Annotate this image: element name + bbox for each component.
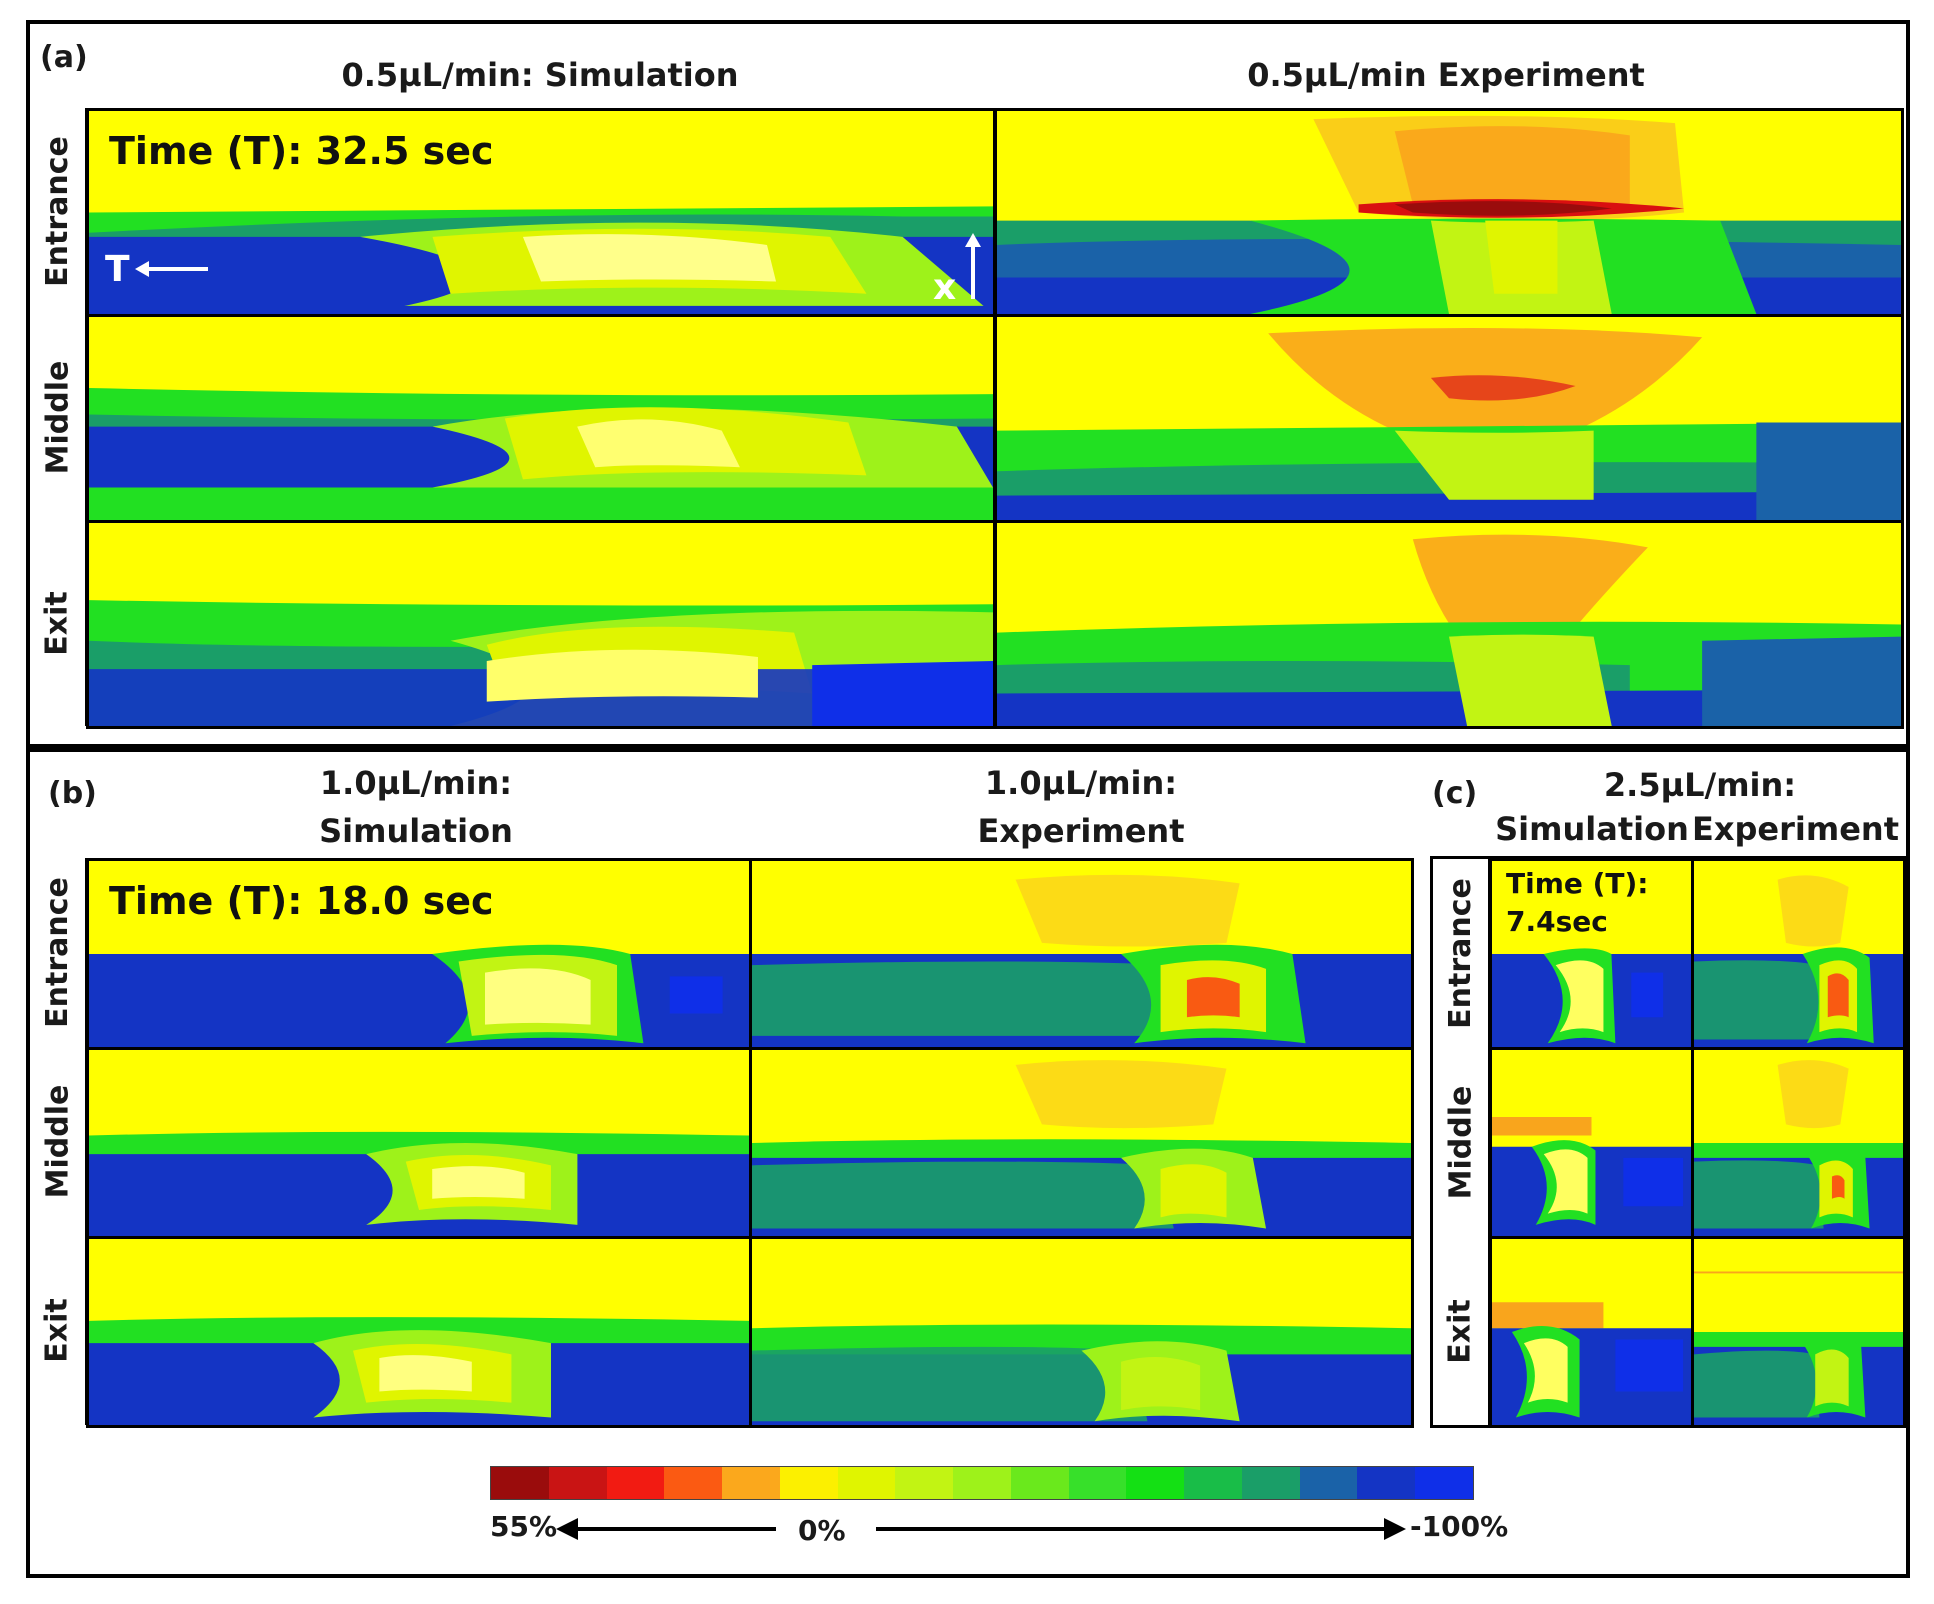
row-label-exit: Exit bbox=[30, 1236, 88, 1425]
exp-b-exit bbox=[749, 1236, 1414, 1428]
panel-a-exp-header: 0.5µL/min Experiment bbox=[1247, 56, 1645, 94]
sim-a-entrance: Time (T): 32.5 sec T x bbox=[86, 108, 996, 317]
colorbar-swatch bbox=[837, 1467, 896, 1499]
colorbar-left-arrow-icon bbox=[556, 1514, 776, 1544]
row-label-exit: Exit bbox=[30, 520, 88, 726]
svg-text:T: T bbox=[105, 249, 130, 290]
panel-c-exp-header: Experiment bbox=[1692, 810, 1899, 848]
exp-c-entrance bbox=[1691, 858, 1906, 1050]
row-label-exit: Exit bbox=[1433, 1237, 1491, 1425]
sim-a-middle bbox=[86, 314, 996, 523]
exp-c-exit bbox=[1691, 1236, 1906, 1428]
colorbar-swatch bbox=[1126, 1467, 1185, 1499]
colorbar-swatch bbox=[1184, 1467, 1242, 1499]
colorbar bbox=[490, 1466, 1474, 1500]
exp-b-entrance bbox=[749, 858, 1414, 1050]
panel-a-sim-header: 0.5µL/min: Simulation bbox=[341, 56, 739, 94]
row-label-entrance: Entrance bbox=[1433, 859, 1491, 1048]
time-arrow-icon: T bbox=[103, 241, 213, 291]
panel-b-label: (b) bbox=[48, 776, 97, 811]
row-label-middle: Middle bbox=[1433, 1048, 1491, 1237]
row-label-middle: Middle bbox=[30, 1047, 88, 1236]
time-label-c-line2: 7.4sec bbox=[1506, 905, 1608, 938]
colorbar-swatch bbox=[1299, 1467, 1358, 1499]
sim-c-middle bbox=[1489, 1047, 1694, 1239]
panel-b-sim-header-line1: 1.0µL/min: bbox=[319, 764, 513, 802]
exp-a-middle bbox=[994, 314, 1904, 523]
row-label-entrance: Entrance bbox=[30, 858, 88, 1047]
colorbar-swatch bbox=[1357, 1467, 1416, 1499]
exp-b-middle bbox=[749, 1047, 1414, 1239]
row-label-middle: Middle bbox=[30, 314, 88, 520]
svg-text:x: x bbox=[933, 267, 956, 305]
colorbar-mid-label: 0% bbox=[798, 1514, 846, 1547]
panel-a-label: (a) bbox=[40, 40, 88, 75]
colorbar-swatch bbox=[548, 1467, 607, 1499]
panel-c-rate-header: 2.5µL/min: bbox=[1603, 766, 1797, 804]
panel-b-sim-header-line2: Simulation bbox=[319, 812, 513, 850]
sim-a-exit bbox=[86, 520, 996, 729]
colorbar-right-arrow-icon bbox=[876, 1514, 1406, 1544]
colorbar-swatch bbox=[953, 1467, 1011, 1499]
time-label-b: Time (T): 18.0 sec bbox=[109, 879, 494, 923]
panel-c-sim-header: Simulation bbox=[1495, 810, 1689, 848]
panel-c-label: (c) bbox=[1432, 776, 1478, 811]
exp-c-middle bbox=[1691, 1047, 1906, 1239]
colorbar-swatch bbox=[722, 1467, 780, 1499]
panel-b-exp-header-line1: 1.0µL/min: bbox=[984, 764, 1178, 802]
colorbar-swatch bbox=[779, 1467, 838, 1499]
colorbar-swatch bbox=[1068, 1467, 1127, 1499]
colorbar-swatch bbox=[1415, 1467, 1474, 1499]
exp-a-exit bbox=[994, 520, 1904, 729]
sim-b-exit bbox=[86, 1236, 752, 1428]
sim-b-middle bbox=[86, 1047, 752, 1239]
sim-c-exit bbox=[1489, 1236, 1694, 1428]
colorbar-swatch bbox=[606, 1467, 665, 1499]
row-label-entrance: Entrance bbox=[30, 108, 88, 314]
panel-a-frame bbox=[26, 20, 1910, 748]
colorbar-swatch bbox=[491, 1467, 549, 1499]
colorbar-max-label: -100% bbox=[1410, 1510, 1509, 1543]
colorbar-swatch bbox=[1241, 1467, 1300, 1499]
panel-bc-frame bbox=[26, 748, 1910, 1578]
exp-a-entrance bbox=[994, 108, 1904, 317]
colorbar-swatch bbox=[1010, 1467, 1069, 1499]
time-label-a: Time (T): 32.5 sec bbox=[109, 129, 494, 173]
time-label-c-line1: Time (T): bbox=[1506, 867, 1649, 900]
colorbar-swatch bbox=[895, 1467, 954, 1499]
x-arrow-icon: x bbox=[929, 229, 989, 305]
colorbar-min-label: 55% bbox=[490, 1510, 558, 1543]
sim-b-entrance: Time (T): 18.0 sec bbox=[86, 858, 752, 1050]
colorbar-swatch bbox=[664, 1467, 723, 1499]
sim-c-entrance: Time (T): 7.4sec bbox=[1489, 858, 1694, 1050]
panel-b-exp-header-line2: Experiment bbox=[977, 812, 1185, 850]
